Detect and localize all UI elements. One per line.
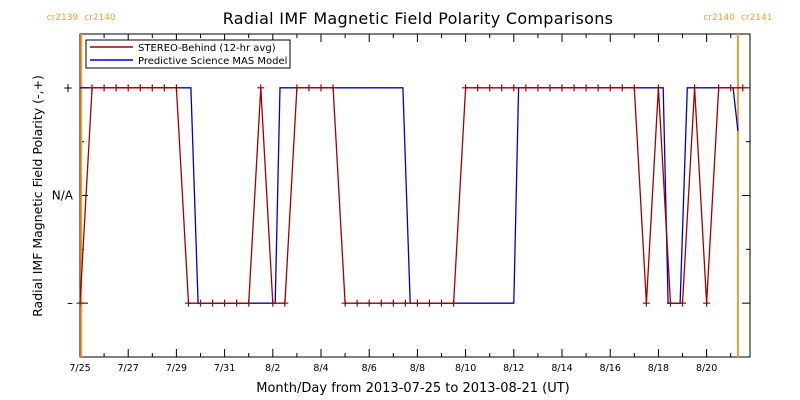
carrington-label-left-0: cr2139 (47, 13, 79, 23)
series-point-0 (233, 299, 241, 307)
series-point-0 (666, 299, 674, 307)
series-point-0 (679, 299, 687, 307)
series-point-0 (486, 84, 494, 92)
x-tick-label-13: 8/20 (696, 363, 717, 374)
series-point-0 (606, 84, 614, 92)
series-point-0 (618, 84, 626, 92)
x-tick-label-11: 8/16 (600, 363, 621, 374)
carrington-label-right-0: cr2140 (84, 13, 116, 23)
series-point-0 (221, 299, 229, 307)
x-tick-labels: 7/25 7/27 7/29 7/31 8/2 8/4 8/6 8/8 8/10 8/12 8/14… (69, 363, 717, 374)
plot-frame (79, 33, 751, 358)
series-point-0 (76, 299, 84, 307)
series-point-0 (184, 299, 192, 307)
series-point-0 (88, 84, 96, 92)
y-tick-label-2: – (67, 296, 73, 310)
series-point-0 (558, 84, 566, 92)
series-point-0 (329, 84, 337, 92)
x-tick-label-9: 8/12 (503, 363, 524, 374)
series-point-0 (654, 84, 662, 92)
x-tick-label-7: 8/8 (410, 363, 425, 374)
series-point-0 (197, 299, 205, 307)
x-tick-label-5: 8/4 (313, 363, 328, 374)
axis-ticks (79, 33, 750, 358)
x-tick-label-1: 7/27 (118, 363, 139, 374)
series-point-0 (209, 299, 217, 307)
series-line-0 (79, 87, 743, 304)
series-point-0 (269, 299, 277, 307)
series-point-0 (172, 84, 180, 92)
legend-label-model: Predictive Science MAS Model (138, 56, 287, 67)
chart-title: Radial IMF Magnetic Field Polarity Compa… (223, 9, 614, 28)
series-point-0 (389, 299, 397, 307)
series-point-0 (715, 84, 723, 92)
y-axis-label: Radial IMF Magnetic Field Polarity (-,+) (30, 75, 45, 317)
series-point-0 (510, 84, 518, 92)
series-point-0 (100, 84, 108, 92)
series-point-0 (353, 299, 361, 307)
y-tick-label-1: N/A (52, 189, 74, 203)
series-point-0 (691, 84, 699, 92)
series-point-0 (546, 84, 554, 92)
series-point-0 (413, 299, 421, 307)
series-point-0 (438, 299, 446, 307)
x-tick-label-0: 7/25 (69, 363, 90, 374)
series-point-0 (450, 299, 458, 307)
x-tick-label-10: 8/14 (551, 363, 572, 374)
series-point-0 (462, 84, 470, 92)
series-point-0 (136, 84, 144, 92)
series-point-0 (293, 84, 301, 92)
series-point-0 (245, 299, 253, 307)
x-tick-label-8: 8/10 (455, 363, 476, 374)
legend-box (85, 39, 291, 69)
series-point-0 (727, 84, 735, 92)
series-point-0 (630, 84, 638, 92)
x-tick-label-3: 7/31 (214, 363, 235, 374)
x-tick-label-2: 7/29 (166, 363, 187, 374)
series-point-0 (570, 84, 578, 92)
series-point-0 (305, 84, 313, 92)
x-tick-label-6: 8/6 (362, 363, 377, 374)
carrington-label-left-1: cr2140 (703, 13, 735, 23)
series-point-0 (281, 299, 289, 307)
series-point-0 (425, 299, 433, 307)
x-axis-label: Month/Day from 2013-07-25 to 2013-08-21 … (256, 381, 569, 396)
series-point-0 (257, 84, 265, 92)
series-point-0 (365, 299, 373, 307)
series-point-0 (534, 84, 542, 92)
series-point-0 (317, 84, 325, 92)
series-point-0 (341, 299, 349, 307)
series-point-0 (148, 84, 156, 92)
legend-label-stereo: STEREO-Behind (12-hr avg) (138, 43, 276, 54)
series-point-0 (401, 299, 409, 307)
legend: STEREO-Behind (12-hr avg) Predictive Sci… (85, 39, 291, 69)
series-point-0 (474, 84, 482, 92)
y-tick-label-0: + (63, 81, 73, 95)
y-tick-labels: + N/A – (52, 81, 74, 310)
series-point-0 (160, 84, 168, 92)
series-point-0 (522, 84, 530, 92)
series-point-0 (498, 84, 506, 92)
series-point-0 (377, 299, 385, 307)
series-point-0 (642, 299, 650, 307)
x-tick-label-4: 8/2 (265, 363, 280, 374)
series-layer (76, 84, 747, 307)
series-point-0 (703, 299, 711, 307)
series-point-0 (582, 84, 590, 92)
series-point-0 (739, 84, 747, 92)
carrington-label-right-1: cr2141 (741, 13, 773, 23)
series-point-0 (124, 84, 132, 92)
x-tick-label-12: 8/18 (648, 363, 669, 374)
series-point-0 (594, 84, 602, 92)
series-point-0 (112, 84, 120, 92)
